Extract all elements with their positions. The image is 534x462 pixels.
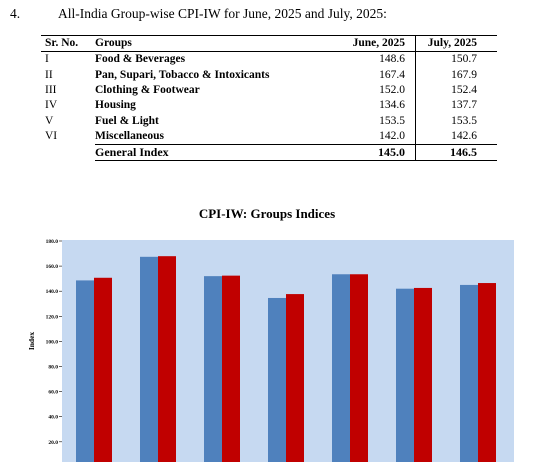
bar-july-7 (478, 283, 496, 462)
y-tick-label: 20.0 (48, 440, 58, 446)
y-tick-label: 140.0 (46, 289, 59, 295)
row-group: Clothing & Footwear (95, 84, 200, 97)
row-sr-no: IV (45, 99, 58, 112)
total-july-value: 146.5 (415, 144, 497, 162)
row-july-value: 153.5 (451, 114, 477, 127)
total-june-value: 145.0 (310, 144, 416, 162)
bar-june-7 (460, 284, 478, 462)
section-number: 4. (10, 6, 21, 21)
table-row: I Food & Beverages 148.6 150.7 (41, 51, 497, 68)
bar-june-4 (268, 297, 286, 462)
row-sr-no: III (45, 84, 57, 97)
row-sr-no: VI (45, 130, 58, 143)
y-tick-label: 60.0 (48, 390, 58, 396)
bar-june-1 (76, 280, 94, 462)
row-july-value: 137.7 (451, 99, 477, 112)
y-tick-label: 100.0 (46, 339, 59, 345)
header-june: June, 2025 (310, 34, 416, 53)
total-label: General Index (95, 144, 310, 162)
table-header-row: Sr. No. Groups June, 2025 July, 2025 (41, 34, 497, 53)
table-row: III Clothing & Footwear 152.0 152.4 (41, 82, 497, 99)
bar-june-3 (204, 276, 222, 462)
row-july-value: 167.9 (451, 68, 477, 81)
bar-july-4 (286, 294, 304, 462)
bar-july-3 (222, 275, 240, 462)
total-sr-no (41, 145, 95, 161)
section-heading: 4. All-India Group-wise CPI-IW for June,… (0, 6, 534, 24)
row-june-value: 134.6 (310, 98, 416, 114)
bar-july-1 (94, 277, 112, 462)
bar-july-2 (158, 256, 176, 462)
row-june-value: 152.0 (310, 82, 416, 99)
y-tick-label: 40.0 (48, 415, 58, 421)
header-sr-no: Sr. No. (41, 34, 95, 53)
y-axis-label: Index (27, 332, 36, 351)
row-june-value: 167.4 (310, 67, 416, 83)
header-july: July, 2025 (415, 34, 497, 53)
bar-chart: 20.0 40.0 60.0 80.0 100.0 120.0 140.0 160.0 180.… (27, 239, 514, 462)
bar-june-2 (140, 256, 158, 462)
chart-bars (76, 256, 496, 462)
row-july-value: 150.7 (451, 53, 477, 66)
table-row: IV Housing 134.6 137.7 (41, 98, 497, 114)
y-tick-label: 120.0 (46, 314, 59, 320)
bar-july-6 (414, 287, 432, 462)
cpi-group-table: Sr. No. Groups June, 2025 July, 2025 I F… (41, 34, 497, 162)
row-group: Miscellaneous (95, 129, 164, 142)
row-sr-no: I (45, 53, 49, 66)
table-row: V Fuel & Light 153.5 153.5 (41, 113, 497, 129)
row-july-value: 142.6 (451, 129, 477, 142)
row-june-value: 153.5 (310, 113, 416, 129)
row-group: Housing (95, 99, 136, 112)
row-group: Fuel & Light (95, 114, 159, 127)
row-june-value: 142.0 (310, 128, 416, 145)
table-row: VI Miscellaneous 142.0 142.6 (41, 128, 497, 145)
row-group: Pan, Supari, Tobacco & Intoxicants (95, 68, 270, 81)
bar-june-6 (396, 288, 414, 462)
bar-july-5 (350, 274, 368, 462)
row-june-value: 148.6 (310, 51, 416, 68)
table-total-row: General Index 145.0 146.5 (41, 144, 497, 162)
table-row: II Pan, Supari, Tobacco & Intoxicants 16… (41, 67, 497, 83)
header-groups: Groups (95, 34, 310, 53)
y-axis-ticks: 20.0 40.0 60.0 80.0 100.0 120.0 140.0 160.0 180.… (46, 239, 62, 446)
y-tick-label: 160.0 (46, 264, 59, 270)
y-tick-label: 180.0 (46, 239, 59, 245)
y-tick-label: 80.0 (48, 365, 58, 371)
bar-june-5 (332, 274, 350, 462)
chart-title: CPI-IW: Groups Indices (198, 206, 336, 221)
row-july-value: 152.4 (451, 84, 477, 97)
row-sr-no: II (45, 68, 53, 81)
section-title: All-India Group-wise CPI-IW for June, 20… (58, 6, 387, 21)
row-group: Food & Beverages (95, 53, 186, 66)
row-sr-no: V (45, 114, 54, 127)
